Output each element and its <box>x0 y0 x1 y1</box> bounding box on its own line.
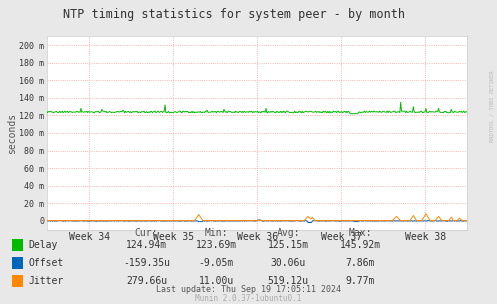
Text: 11.00u: 11.00u <box>199 276 234 286</box>
Text: Cur:: Cur: <box>135 228 159 238</box>
Text: RRDTOOL / TOBI OETIKER: RRDTOOL / TOBI OETIKER <box>490 71 495 142</box>
Text: 519.12u: 519.12u <box>268 276 309 286</box>
Text: -159.35u: -159.35u <box>123 258 170 268</box>
Text: 124.94m: 124.94m <box>126 240 167 250</box>
Text: NTP timing statistics for system peer - by month: NTP timing statistics for system peer - … <box>63 8 405 21</box>
Text: Avg:: Avg: <box>276 228 300 238</box>
Text: 123.69m: 123.69m <box>196 240 237 250</box>
Text: 7.86m: 7.86m <box>345 258 375 268</box>
Text: Min:: Min: <box>204 228 228 238</box>
Text: Jitter: Jitter <box>28 276 64 286</box>
Text: 9.77m: 9.77m <box>345 276 375 286</box>
Text: 145.92m: 145.92m <box>340 240 381 250</box>
Text: 30.06u: 30.06u <box>271 258 306 268</box>
Text: Last update: Thu Sep 19 17:05:11 2024: Last update: Thu Sep 19 17:05:11 2024 <box>156 285 341 294</box>
Text: Max:: Max: <box>348 228 372 238</box>
Text: -9.05m: -9.05m <box>199 258 234 268</box>
Text: Offset: Offset <box>28 258 64 268</box>
Text: Munin 2.0.37-1ubuntu0.1: Munin 2.0.37-1ubuntu0.1 <box>195 294 302 303</box>
Y-axis label: seconds: seconds <box>6 112 17 154</box>
Text: 125.15m: 125.15m <box>268 240 309 250</box>
Text: Delay: Delay <box>28 240 58 250</box>
Text: 279.66u: 279.66u <box>126 276 167 286</box>
